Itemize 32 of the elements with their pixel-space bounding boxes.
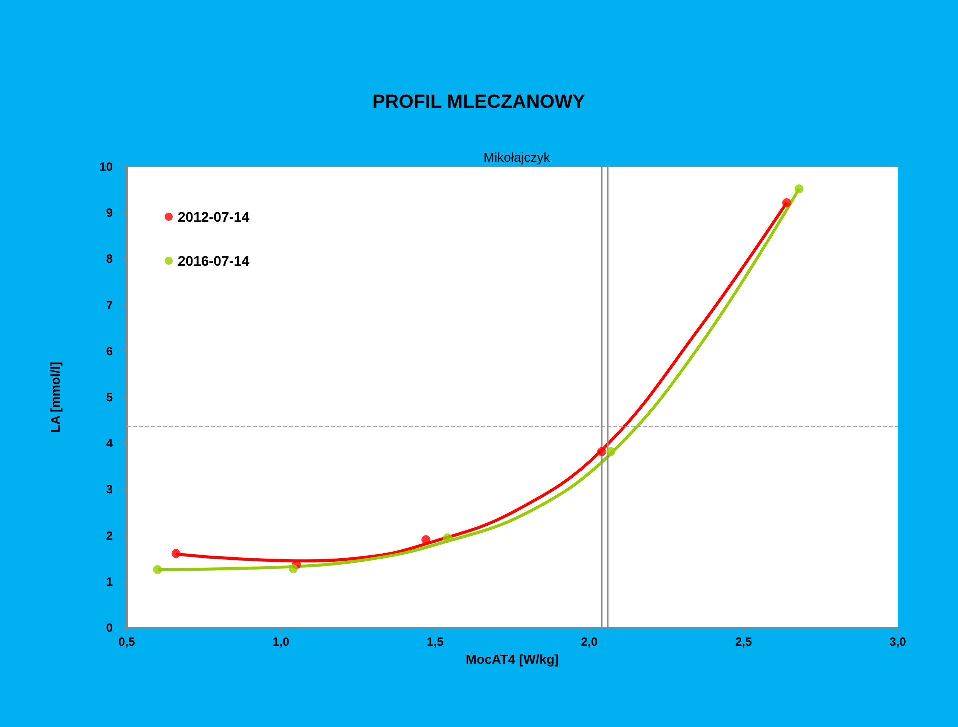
point: [443, 534, 452, 543]
point: [172, 549, 181, 558]
point: [422, 535, 431, 544]
y-tick-label: 3: [106, 482, 114, 497]
point: [597, 447, 606, 456]
y-tick-label: 4: [106, 436, 114, 451]
point: [289, 564, 298, 574]
y-tick-label: 8: [106, 252, 114, 266]
point: [794, 184, 804, 194]
y-tick-label: 6: [106, 344, 114, 358]
x-tick-label: 0,5: [118, 635, 136, 649]
point: [153, 565, 162, 574]
chart-title: PROFIL MLECZANOWY: [372, 92, 586, 113]
point: [782, 198, 792, 208]
point: [606, 447, 616, 456]
legend-label: 2012-07-14: [178, 209, 250, 225]
y-tick-label: 0: [106, 621, 114, 635]
y-tick-label: 5: [106, 390, 114, 404]
x-tick-label: 2,0: [581, 635, 598, 649]
y-tick-label: 7: [106, 298, 114, 312]
y-tick-label: 10: [100, 160, 114, 174]
x-tick-label: 2,5: [735, 635, 752, 649]
legend-label: 2016-07-14: [178, 253, 250, 269]
x-tick-label: 1,5: [427, 635, 444, 649]
y-tick-label: 2: [106, 528, 114, 543]
y-axis-title: LA [mmol/l]: [48, 362, 63, 434]
chart-subtitle: Mikołajczyk: [484, 150, 551, 165]
y-tick-label: 1: [106, 574, 114, 589]
x-tick-label: 3,0: [890, 635, 907, 649]
x-tick-label: 1,0: [272, 635, 290, 649]
y-tick-label: 9: [106, 206, 114, 220]
x-axis-title: MocAT4 [W/kg]: [466, 652, 559, 667]
